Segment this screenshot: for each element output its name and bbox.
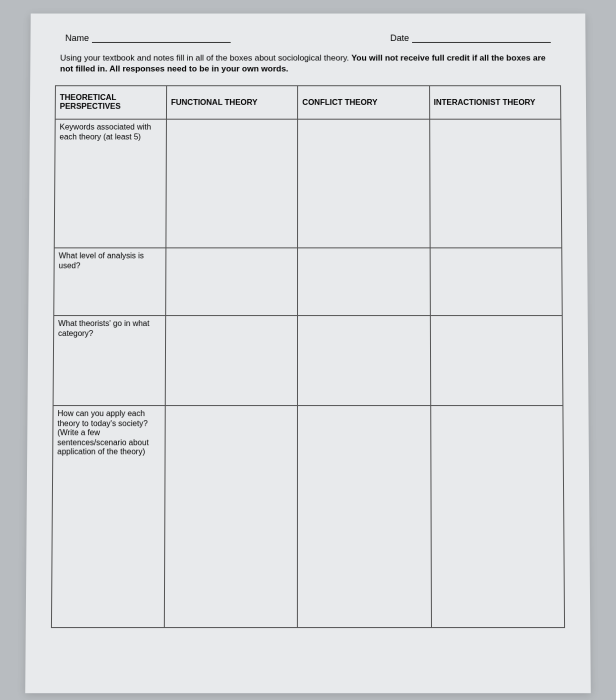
cell-apply-functional[interactable] <box>164 405 297 627</box>
cell-keywords-functional[interactable] <box>166 119 298 248</box>
cell-level-functional[interactable] <box>166 248 298 316</box>
col-header-perspectives: THEORETICAL PERSPECTIVES <box>55 86 166 119</box>
cell-level-conflict[interactable] <box>298 248 430 316</box>
row-level: What level of analysis is used? <box>54 248 562 316</box>
name-label: Name <box>65 33 89 43</box>
header-line: Name Date <box>55 33 560 43</box>
cell-theorists-interactionist[interactable] <box>430 315 563 405</box>
row-label-apply: How can you apply each theory to today's… <box>51 405 165 627</box>
col-header-functional: FUNCTIONAL THEORY <box>166 86 297 119</box>
row-apply: How can you apply each theory to today's… <box>51 405 564 627</box>
name-underline[interactable] <box>92 33 231 43</box>
row-label-level: What level of analysis is used? <box>54 248 166 316</box>
row-theorists: What theorists' go in what category? <box>53 315 563 405</box>
cell-level-interactionist[interactable] <box>430 248 562 316</box>
date-label: Date <box>390 33 409 43</box>
name-field: Name <box>65 33 231 43</box>
worksheet-paper: Name Date Using your textbook and notes … <box>25 14 591 694</box>
cell-theorists-conflict[interactable] <box>298 315 431 405</box>
row-label-theorists: What theorists' go in what category? <box>53 315 166 405</box>
row-label-keywords: Keywords associated with each theory (at… <box>54 119 166 248</box>
col-header-interactionist: INTERACTIONIST THEORY <box>429 86 561 119</box>
cell-apply-interactionist[interactable] <box>430 405 564 627</box>
cell-keywords-conflict[interactable] <box>298 119 430 248</box>
cell-theorists-functional[interactable] <box>165 315 298 405</box>
instructions-part1: Using your textbook and notes fill in al… <box>60 53 351 63</box>
cell-apply-conflict[interactable] <box>298 405 431 627</box>
row-keywords: Keywords associated with each theory (at… <box>54 119 561 248</box>
instructions: Using your textbook and notes fill in al… <box>55 53 561 76</box>
theory-table: THEORETICAL PERSPECTIVES FUNCTIONAL THEO… <box>51 85 565 628</box>
table-header-row: THEORETICAL PERSPECTIVES FUNCTIONAL THEO… <box>55 86 561 119</box>
date-field: Date <box>390 33 551 43</box>
cell-keywords-interactionist[interactable] <box>429 119 561 248</box>
date-underline[interactable] <box>412 33 551 43</box>
col-header-conflict: CONFLICT THEORY <box>298 86 429 119</box>
